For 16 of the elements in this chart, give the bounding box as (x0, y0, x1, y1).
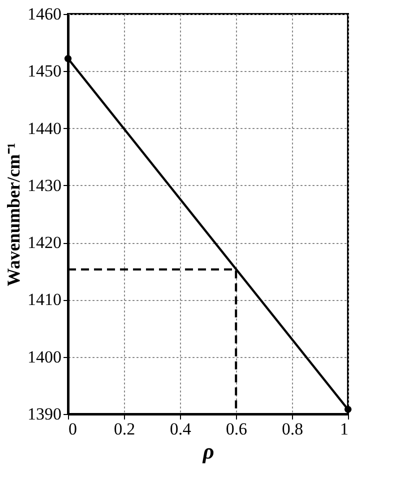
y-tick-label: 1430 (28, 176, 62, 195)
x-tick-label: 0.6 (226, 420, 248, 438)
y-axis-title: Wavenumber/cm⁻¹ (4, 142, 24, 286)
y-tick-label: 1420 (28, 233, 62, 252)
y-tick-label: 1440 (28, 118, 62, 138)
x-tick-label: 1 (340, 420, 348, 438)
y-tick-label: 1410 (28, 290, 62, 310)
y-tick-label: 1390 (28, 404, 62, 424)
y-tick-label: 1450 (28, 62, 62, 81)
x-tick-label: 0.4 (170, 420, 192, 438)
x-tick-label: 0.2 (114, 420, 136, 438)
y-tick-label: 1460 (28, 4, 62, 24)
x-tick-label: 0.8 (282, 420, 304, 438)
x-axis-title: ρ (202, 438, 214, 464)
x-tick-label: 0 (68, 420, 77, 438)
y-tick-label: 1400 (28, 347, 62, 366)
